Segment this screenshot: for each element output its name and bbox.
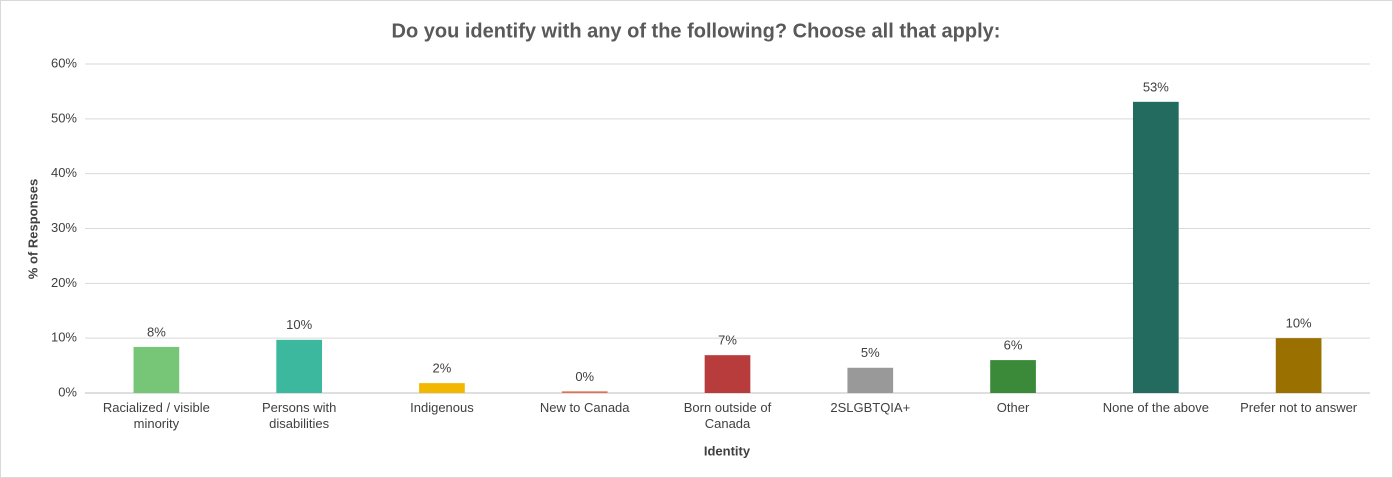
y-tick-label: 30%	[51, 220, 77, 235]
x-tick-label: None of the above	[1103, 400, 1209, 415]
x-tick-label: New to Canada	[540, 400, 630, 415]
bar	[990, 360, 1036, 393]
bar	[419, 383, 465, 393]
y-tick-label: 50%	[51, 110, 77, 125]
x-tick-label: Born outside of Canada	[684, 400, 772, 431]
x-tick-label: Racialized / visible minority	[103, 400, 210, 431]
x-axis-title: Identity	[704, 443, 751, 458]
data-label: 10%	[1286, 316, 1312, 331]
y-axis-title: % of Responses	[25, 179, 40, 279]
x-tick-label: Indigenous	[410, 400, 474, 415]
data-label: 6%	[1004, 338, 1023, 353]
data-label: 5%	[861, 345, 880, 360]
data-label: 7%	[718, 333, 737, 348]
data-label: 2%	[433, 361, 452, 376]
bar	[1275, 338, 1322, 393]
bar	[704, 355, 751, 393]
y-tick-label: 10%	[51, 330, 77, 345]
data-label: 0%	[575, 369, 594, 384]
y-tick-label: 20%	[51, 275, 77, 290]
x-tick-label: Other	[997, 400, 1030, 415]
bar	[561, 391, 608, 393]
bar	[1132, 101, 1179, 394]
data-label: 8%	[147, 324, 166, 339]
bar	[847, 367, 894, 393]
bar	[133, 346, 180, 393]
x-tick-label: Persons with disabilities	[262, 400, 336, 431]
bar	[276, 339, 323, 393]
x-tick-label: Prefer not to answer	[1240, 400, 1358, 415]
chart-title: Do you identify with any of the followin…	[392, 20, 1001, 42]
data-label: 10%	[286, 317, 312, 332]
data-label: 53%	[1143, 79, 1169, 94]
y-tick-label: 40%	[51, 165, 77, 180]
y-tick-label: 60%	[51, 55, 77, 70]
x-tick-label: 2SLGBTQIA+	[830, 400, 910, 415]
y-tick-label: 0%	[58, 384, 77, 399]
